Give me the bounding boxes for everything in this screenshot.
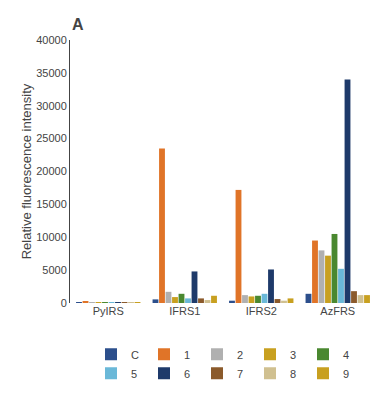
svg-text:40000: 40000	[36, 34, 67, 46]
svg-text:IFRS1: IFRS1	[169, 305, 200, 317]
svg-text:A: A	[72, 16, 84, 33]
svg-text:15000: 15000	[36, 198, 67, 210]
svg-text:10000: 10000	[36, 231, 67, 243]
svg-text:Relative fluorescence intensit: Relative fluorescence intensity	[19, 83, 34, 259]
svg-text:C: C	[131, 349, 139, 361]
svg-text:8: 8	[290, 368, 296, 380]
svg-text:PyIRS: PyIRS	[93, 305, 124, 317]
svg-text:7: 7	[237, 368, 243, 380]
svg-text:4: 4	[343, 349, 349, 361]
svg-text:IFRS2: IFRS2	[246, 305, 277, 317]
svg-text:35000: 35000	[36, 67, 67, 79]
svg-text:3: 3	[290, 349, 296, 361]
svg-text:20000: 20000	[36, 165, 67, 177]
svg-text:0: 0	[61, 297, 67, 309]
svg-text:6: 6	[184, 368, 190, 380]
svg-text:5: 5	[131, 368, 137, 380]
svg-text:2: 2	[237, 349, 243, 361]
svg-text:1: 1	[184, 349, 190, 361]
svg-text:5000: 5000	[42, 264, 66, 276]
svg-text:AzFRS: AzFRS	[320, 305, 355, 317]
svg-text:25000: 25000	[36, 132, 67, 144]
svg-text:30000: 30000	[36, 100, 67, 112]
svg-text:9: 9	[343, 368, 349, 380]
